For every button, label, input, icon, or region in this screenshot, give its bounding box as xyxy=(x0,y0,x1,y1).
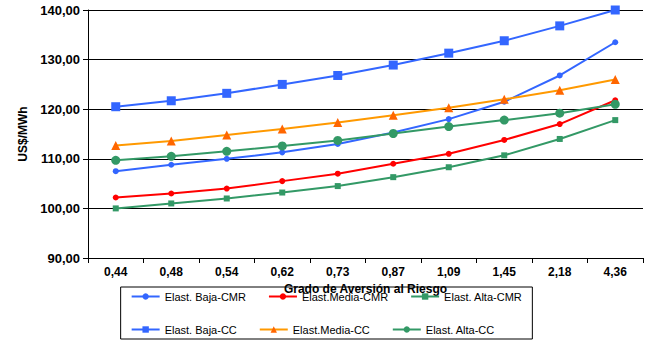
svg-text:Elast. Alta-CMR: Elast. Alta-CMR xyxy=(444,291,522,303)
svg-text:US$/MWh: US$/MWh xyxy=(16,106,30,161)
svg-text:2,18: 2,18 xyxy=(548,265,572,279)
svg-text:Elast.Media-CMR: Elast.Media-CMR xyxy=(302,291,388,303)
svg-text:140,00: 140,00 xyxy=(40,3,80,18)
svg-text:90,00: 90,00 xyxy=(47,251,80,266)
svg-text:0,54: 0,54 xyxy=(215,265,239,279)
svg-text:1,45: 1,45 xyxy=(493,265,517,279)
svg-text:130,00: 130,00 xyxy=(40,52,80,67)
svg-text:0,44: 0,44 xyxy=(104,265,128,279)
svg-text:0,62: 0,62 xyxy=(271,265,295,279)
svg-text:Elast. Alta-CC: Elast. Alta-CC xyxy=(426,324,495,336)
svg-text:1,09: 1,09 xyxy=(437,265,461,279)
svg-text:0,87: 0,87 xyxy=(382,265,406,279)
svg-text:4,36: 4,36 xyxy=(604,265,628,279)
svg-text:110,00: 110,00 xyxy=(41,151,80,166)
svg-text:Elast. Baja-CMR: Elast. Baja-CMR xyxy=(165,291,246,303)
svg-text:Elast.Media-CC: Elast.Media-CC xyxy=(293,324,370,336)
svg-text:100,00: 100,00 xyxy=(40,201,80,216)
svg-text:0,48: 0,48 xyxy=(160,265,184,279)
svg-text:Elast. Baja-CC: Elast. Baja-CC xyxy=(165,324,237,336)
svg-text:0,73: 0,73 xyxy=(326,265,350,279)
svg-text:120,00: 120,00 xyxy=(40,102,80,117)
